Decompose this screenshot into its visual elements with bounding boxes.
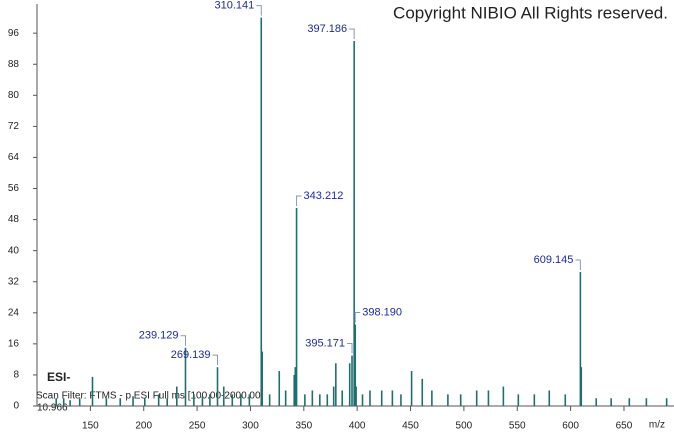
peak-label: 397.186 xyxy=(307,23,347,35)
x-tick-label: 450 xyxy=(402,421,419,432)
x-tick-label: 650 xyxy=(616,421,633,432)
y-tick-label: 72 xyxy=(8,121,20,132)
label-bracket xyxy=(575,259,581,271)
peak-label: 310.141 xyxy=(215,0,255,12)
x-tick-label: 350 xyxy=(295,421,312,432)
x-tick-label: 300 xyxy=(242,421,259,432)
x-tick-label: 550 xyxy=(509,421,526,432)
copyright: Copyright NIBIO All Rights reserved. xyxy=(393,3,668,22)
peak-label: 239.129 xyxy=(139,330,179,342)
label-bracket xyxy=(354,311,361,323)
y-tick-label: 0 xyxy=(13,401,19,412)
label-bracket xyxy=(212,354,219,366)
label-bracket xyxy=(256,5,262,16)
label-bracket xyxy=(349,28,355,39)
x-axis-label: m/z xyxy=(649,420,665,431)
peak-label: 269.139 xyxy=(171,349,211,361)
y-tick-label: 16 xyxy=(8,339,20,350)
y-tick-label: 40 xyxy=(8,245,20,256)
scan-filter: Scan Filter: FTMS - p ESI Full ms [100.0… xyxy=(36,391,264,402)
peak-label: 398.190 xyxy=(362,306,402,318)
x-tick-label: 600 xyxy=(562,421,579,432)
ionization: ESI- xyxy=(47,370,70,384)
peak-label: 609.145 xyxy=(534,254,574,266)
y-tick-label: 24 xyxy=(8,307,20,318)
x-tick-label: 150 xyxy=(82,421,99,432)
x-tick-label: 400 xyxy=(349,421,366,432)
label-bracket xyxy=(296,195,302,206)
x-tick-label: 250 xyxy=(189,421,206,432)
y-tick-label: 88 xyxy=(8,59,20,70)
y-tick-label: 8 xyxy=(13,370,19,381)
y-tick-label: 32 xyxy=(8,276,20,287)
peak-label: 395.171 xyxy=(305,337,345,349)
peak-label: 343.212 xyxy=(304,190,344,202)
y-tick-label: 56 xyxy=(8,183,20,194)
label-bracket xyxy=(347,343,353,354)
y-tick-label: 48 xyxy=(8,214,20,225)
y-tick-label: 80 xyxy=(8,90,20,101)
retention-time: 10.966 xyxy=(37,403,68,414)
y-tick-label: 64 xyxy=(8,152,20,163)
label-bracket xyxy=(180,335,186,346)
x-tick-label: 200 xyxy=(135,421,152,432)
y-tick-label: 96 xyxy=(8,28,20,39)
x-tick-label: 500 xyxy=(456,421,473,432)
